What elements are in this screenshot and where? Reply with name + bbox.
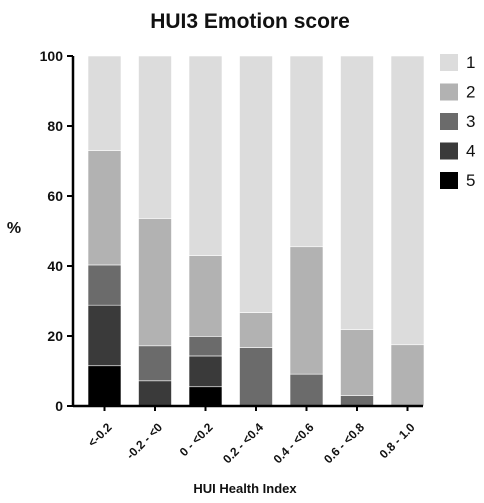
bar-segment-0-3 <box>87 264 122 306</box>
legend-label-3: 3 <box>466 112 475 131</box>
bar-segment-3-2 <box>239 312 273 348</box>
bar-segment-6-1 <box>390 55 425 346</box>
y-tick-label: 60 <box>47 188 63 204</box>
bar-segment-0-4 <box>87 304 122 367</box>
bar-segment-5-1 <box>340 55 374 331</box>
bar-segment-5-3 <box>340 395 374 407</box>
bar-segment-0-5 <box>87 365 122 407</box>
legend-label-5: 5 <box>466 171 475 190</box>
x-tick-label: <-0.2 <box>85 420 115 450</box>
x-tick-label: 0 - <0.2 <box>177 420 216 459</box>
bar-segment-2-2 <box>188 255 223 337</box>
bar-segment-6-2 <box>390 344 425 407</box>
bar-segment-2-5 <box>188 386 223 407</box>
y-tick-label: 80 <box>47 118 63 134</box>
x-tick-label: 0.6 - <0.8 <box>321 420 367 466</box>
y-axis-label: % <box>7 220 21 237</box>
bar-segment-3-1 <box>239 55 273 313</box>
y-tick-label: 40 <box>47 258 63 274</box>
y-tick-label: 100 <box>40 48 64 64</box>
x-tick-label: 0.8 - 1.0 <box>377 420 418 461</box>
legend-swatch-2 <box>440 83 458 101</box>
legend: 1 2 3 4 5 <box>440 53 475 190</box>
bar-segment-0-2 <box>87 150 122 266</box>
bar-segment-4-2 <box>289 246 324 375</box>
legend-swatch-3 <box>440 113 458 130</box>
chart-title: HUI3 Emotion score <box>150 10 350 33</box>
bars-group <box>87 55 425 407</box>
bar-segment-2-3 <box>188 336 223 357</box>
bar-segment-3-3 <box>239 347 273 407</box>
legend-label-1: 1 <box>466 53 475 72</box>
bar-segment-1-4 <box>138 380 172 407</box>
x-tick-label: 0.2 - <0.4 <box>220 420 266 466</box>
x-tick-label: -0.2 - <0 <box>123 420 165 462</box>
bar-segment-1-1 <box>138 55 172 219</box>
y-tick-label: 0 <box>55 398 63 414</box>
legend-swatch-1 <box>440 54 458 71</box>
y-tick-label: 20 <box>47 328 63 344</box>
bar-segment-0-1 <box>87 55 122 151</box>
bar-segment-2-1 <box>188 55 223 256</box>
bar-segment-4-3 <box>289 373 324 407</box>
legend-label-4: 4 <box>466 142 475 161</box>
bar-segment-4-1 <box>289 55 324 248</box>
bar-segment-1-2 <box>138 218 172 347</box>
bar-segment-2-4 <box>188 355 223 388</box>
bar-segment-1-3 <box>138 345 172 382</box>
legend-label-2: 2 <box>466 83 475 102</box>
x-tick-label: 0.4 - <0.6 <box>271 420 317 466</box>
x-axis-label: HUI Health Index <box>193 481 297 496</box>
legend-swatch-4 <box>440 142 458 160</box>
legend-swatch-5 <box>440 172 458 189</box>
bar-segment-5-2 <box>340 329 374 396</box>
